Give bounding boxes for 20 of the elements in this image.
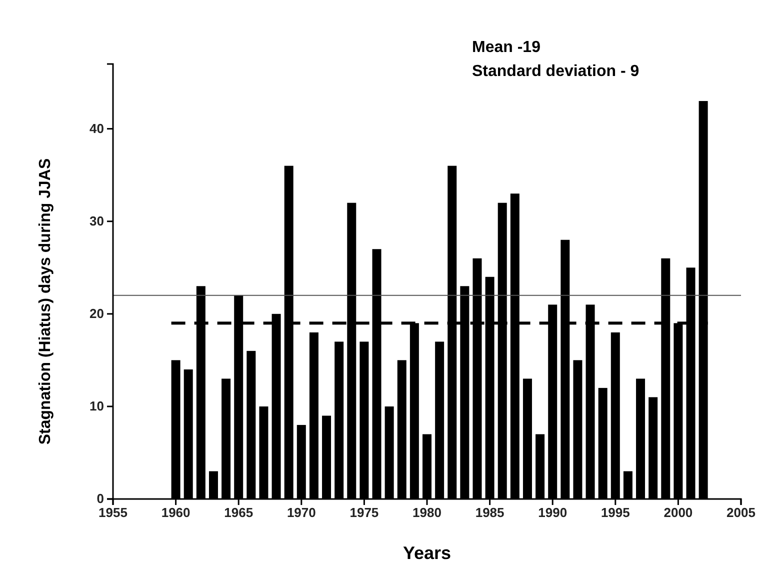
x-tick-label: 1975 [350, 505, 379, 520]
x-tick-label: 1955 [98, 505, 128, 520]
annotation: Standard deviation - 9 [472, 63, 640, 80]
text: Mean -19 [472, 39, 541, 56]
y-tick-label: 0 [96, 491, 104, 506]
y-tick-label: 10 [90, 398, 104, 414]
x-tick-label: 2005 [726, 505, 756, 520]
y-tick-label: 40 [90, 120, 104, 136]
x-tick-label: 1990 [538, 505, 568, 520]
x-tick-label: 1970 [286, 505, 316, 520]
x-axis-title: Years [402, 543, 452, 563]
x-tick-label: 1965 [224, 505, 254, 520]
y-tick-label: 20 [90, 306, 104, 322]
x-tick-label: 1995 [600, 505, 630, 520]
x-tick-label: 2000 [664, 505, 693, 520]
y-tick-label: 30 [90, 214, 104, 228]
y-axis-title: Stagnation (Hiatus) days during JJAS [37, 158, 54, 445]
x-tick-label: 1980 [412, 505, 442, 520]
x-tick-label: 1960 [161, 505, 190, 520]
x-tick-label: 1985 [475, 505, 504, 520]
